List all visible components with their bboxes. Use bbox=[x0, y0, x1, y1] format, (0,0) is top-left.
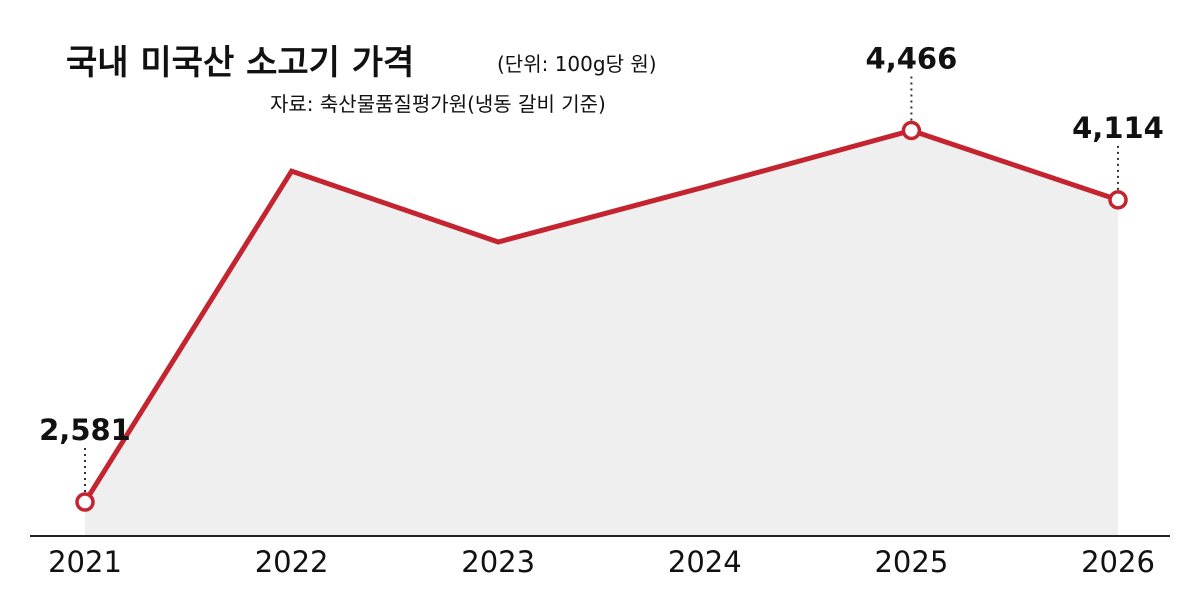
series-line bbox=[82, 127, 1119, 504]
x-tick-label: 2024 bbox=[668, 545, 742, 579]
x-tick-label: 2021 bbox=[48, 545, 122, 579]
data-point-marker bbox=[901, 120, 922, 141]
data-point-marker bbox=[75, 492, 95, 512]
area-fill bbox=[85, 130, 1118, 536]
unit-note: (단위: 100g당 원) bbox=[497, 52, 657, 76]
x-tick-label: 2026 bbox=[1081, 545, 1155, 579]
plot-area: 2,581 4,466 4,114 2021 2022 2023 2024 2025 2026 bbox=[30, 41, 1170, 579]
x-tick-label: 2022 bbox=[255, 545, 329, 579]
x-tick-label: 2025 bbox=[874, 545, 948, 579]
data-label: 4,114 bbox=[1072, 111, 1164, 145]
data-label: 4,466 bbox=[866, 41, 958, 75]
source-note: 자료: 축산물품질평가원(냉동 갈비 기준) bbox=[270, 92, 606, 116]
chart-title: 국내 미국산 소고기 가격 bbox=[66, 43, 414, 83]
data-point-marker bbox=[1108, 190, 1128, 210]
data-label: 2,581 bbox=[39, 413, 131, 447]
x-tick-label: 2023 bbox=[461, 545, 535, 579]
